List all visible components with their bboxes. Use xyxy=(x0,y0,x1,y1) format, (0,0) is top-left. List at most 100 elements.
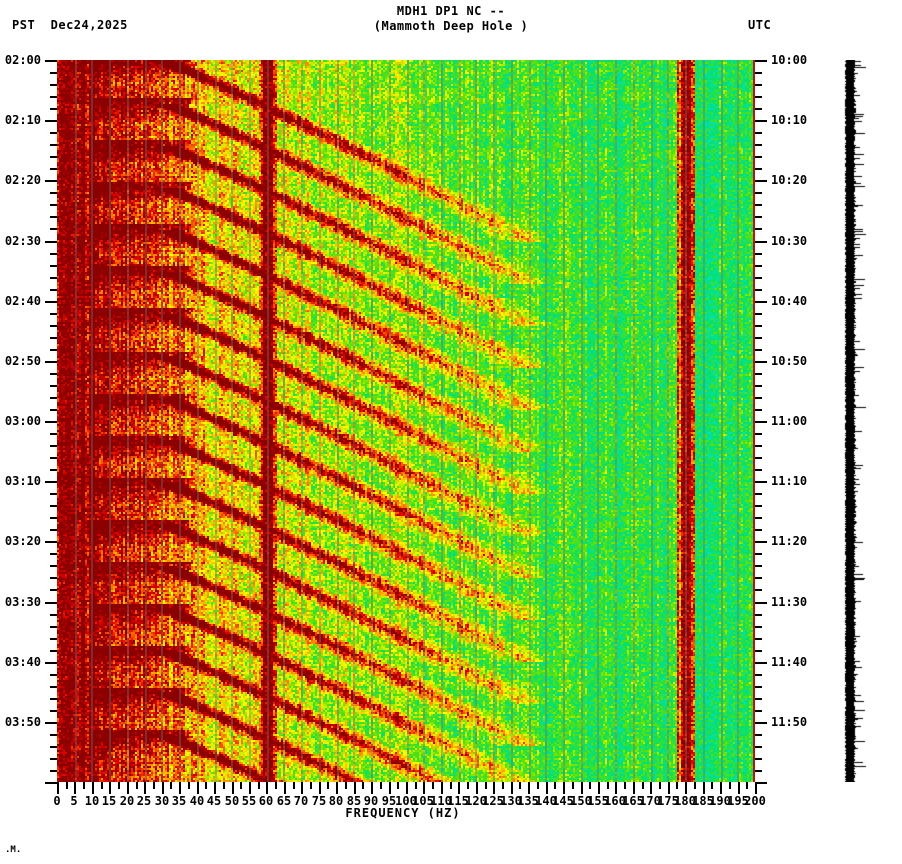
time-tick-right xyxy=(755,577,762,579)
time-tick-right xyxy=(755,72,762,74)
freq-label-25: 25 xyxy=(136,794,152,808)
freq-label-30: 30 xyxy=(154,794,170,808)
freq-tick xyxy=(642,782,644,789)
time-tick-right xyxy=(755,517,762,519)
time-tick-left xyxy=(50,144,57,146)
freq-tick xyxy=(633,782,635,794)
freq-tick xyxy=(676,782,678,789)
freq-tick xyxy=(109,782,111,794)
freq-label-90: 90 xyxy=(363,794,379,808)
time-tick-left xyxy=(50,72,57,74)
freq-tick xyxy=(607,782,609,789)
page-subtitle: (Mammoth Deep Hole ) xyxy=(373,19,529,33)
freq-tick xyxy=(327,782,329,789)
spectrogram-plot[interactable] xyxy=(57,60,755,782)
time-tick-right xyxy=(755,433,762,435)
time-tick-left xyxy=(45,120,57,122)
freq-tick xyxy=(179,782,181,794)
freq-tick xyxy=(476,782,478,794)
freq-tick xyxy=(362,782,364,789)
freq-label-120: 120 xyxy=(465,794,487,808)
time-tick-right xyxy=(755,349,762,351)
freq-tick xyxy=(371,782,373,794)
freq-tick xyxy=(423,782,425,794)
freq-tick xyxy=(406,782,408,794)
page-title: MDH1 DP1 NC -- xyxy=(396,4,506,18)
time-tick-left xyxy=(50,325,57,327)
time-tick-right xyxy=(755,156,762,158)
time-tick-right xyxy=(755,421,767,423)
time-tick-left xyxy=(50,397,57,399)
time-label-utc-9: 11:30 xyxy=(771,595,808,609)
freq-tick xyxy=(232,782,234,794)
time-tick-right xyxy=(755,722,767,724)
freq-tick xyxy=(266,782,268,794)
time-tick-right xyxy=(755,710,762,712)
time-label-pst-11: 03:50 xyxy=(4,715,41,729)
freq-tick xyxy=(624,782,626,789)
time-tick-right xyxy=(755,662,767,664)
time-tick-left xyxy=(45,481,57,483)
freq-label-20: 20 xyxy=(119,794,135,808)
freq-tick xyxy=(729,782,731,789)
time-tick-left xyxy=(50,445,57,447)
freq-label-50: 50 xyxy=(224,794,240,808)
time-tick-left xyxy=(45,662,57,664)
freq-tick xyxy=(467,782,469,789)
time-tick-right xyxy=(755,337,762,339)
freq-label-55: 55 xyxy=(241,794,257,808)
freq-label-155: 155 xyxy=(587,794,609,808)
freq-tick xyxy=(720,782,722,794)
time-tick-right xyxy=(755,626,762,628)
freq-label-185: 185 xyxy=(692,794,714,808)
time-tick-left xyxy=(50,710,57,712)
freq-tick xyxy=(83,782,85,789)
freq-tick xyxy=(275,782,277,789)
time-label-pst-5: 02:50 xyxy=(4,354,41,368)
freq-tick xyxy=(380,782,382,789)
time-tick-right xyxy=(755,686,762,688)
freq-label-200: 200 xyxy=(744,794,766,808)
freq-label-105: 105 xyxy=(412,794,434,808)
freq-label-130: 130 xyxy=(500,794,522,808)
freq-tick xyxy=(170,782,172,789)
time-tick-left xyxy=(50,108,57,110)
freq-label-5: 5 xyxy=(70,794,78,808)
time-tick-right xyxy=(755,698,762,700)
freq-tick xyxy=(66,782,68,789)
time-label-pst-10: 03:40 xyxy=(4,655,41,669)
time-tick-right xyxy=(755,132,762,134)
time-tick-right xyxy=(755,409,762,411)
time-tick-right xyxy=(755,746,762,748)
freq-tick xyxy=(205,782,207,789)
freq-label-140: 140 xyxy=(535,794,557,808)
time-tick-left xyxy=(50,565,57,567)
time-tick-right xyxy=(755,614,762,616)
time-label-utc-1: 10:10 xyxy=(771,113,808,127)
freq-tick xyxy=(223,782,225,789)
freq-tick xyxy=(554,782,556,789)
time-tick-left xyxy=(45,541,57,543)
time-tick-right xyxy=(755,216,762,218)
freq-tick xyxy=(694,782,696,789)
freq-tick xyxy=(441,782,443,794)
freq-tick xyxy=(144,782,146,794)
time-tick-left xyxy=(50,770,57,772)
time-tick-left xyxy=(50,289,57,291)
time-tick-left xyxy=(50,589,57,591)
freq-tick xyxy=(397,782,399,789)
freq-tick xyxy=(415,782,417,789)
time-tick-left xyxy=(45,241,57,243)
freq-tick xyxy=(668,782,670,794)
freq-tick xyxy=(755,782,757,794)
time-tick-left xyxy=(50,746,57,748)
time-tick-right xyxy=(755,589,762,591)
freq-label-65: 65 xyxy=(276,794,292,808)
time-label-pst-3: 02:30 xyxy=(4,234,41,248)
freq-tick xyxy=(319,782,321,794)
freq-label-60: 60 xyxy=(258,794,274,808)
time-label-utc-5: 10:50 xyxy=(771,354,808,368)
time-tick-right xyxy=(755,373,762,375)
freq-tick xyxy=(502,782,504,789)
time-tick-left xyxy=(50,216,57,218)
